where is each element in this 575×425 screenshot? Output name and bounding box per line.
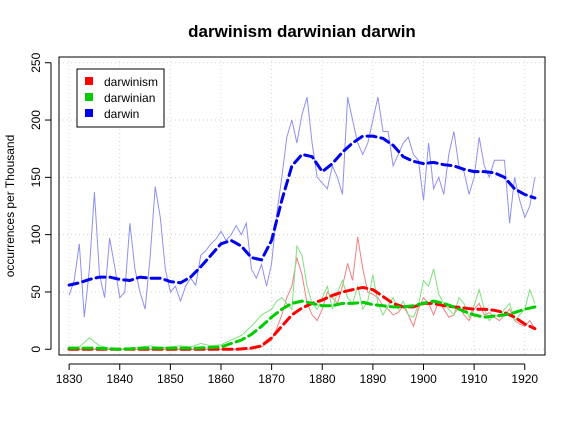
grid — [59, 57, 545, 355]
x-tick-label-9: 1920 — [511, 372, 538, 386]
x-tick-label-8: 1910 — [461, 372, 488, 386]
x-tick-label-4: 1870 — [258, 372, 285, 386]
legend-label-darwin: darwin — [104, 107, 139, 121]
series-raw-line-darwinian — [68, 244, 536, 350]
x-tick-label-7: 1900 — [410, 372, 437, 386]
y-tick-label-3: 150 — [29, 167, 43, 187]
legend-label-darwinism: darwinism — [104, 75, 158, 89]
series-smooth-line-darwin — [67, 134, 537, 287]
x-tick-label-6: 1890 — [360, 372, 387, 386]
x-tick-label-0: 1830 — [56, 372, 83, 386]
y-axis: 0 50 100 150 200 250 — [29, 52, 52, 353]
y-tick-label-0: 0 — [29, 346, 43, 353]
y-tick-label-4: 200 — [29, 110, 43, 130]
legend-label-darwinian: darwinian — [104, 91, 155, 105]
series-raw-line-darwinism — [69, 236, 536, 350]
x-tick-label-3: 1860 — [208, 372, 235, 386]
x-tick-label-1: 1840 — [106, 372, 133, 386]
y-axis-label: occurrences per Thousand — [3, 135, 17, 278]
legend-swatch-darwinian — [85, 93, 93, 101]
x-tick-label-5: 1880 — [309, 372, 336, 386]
x-tick-label-2: 1850 — [157, 372, 184, 386]
y-tick-label-2: 100 — [29, 224, 43, 244]
series-raw-line-darwin — [68, 96, 536, 318]
legend: darwinism darwinian darwin — [76, 68, 165, 128]
y-tick-label-5: 250 — [29, 52, 43, 72]
smooth-lines — [67, 134, 537, 351]
legend-swatch-darwinism — [85, 77, 93, 85]
legend-swatch-darwin — [85, 109, 93, 117]
x-axis: 1830 1840 1850 1860 1870 1880 1890 1900 1910 1920 — [56, 363, 538, 386]
y-tick-label-1: 50 — [29, 285, 43, 299]
series-smooth-line-darwinism — [67, 285, 537, 351]
series-smooth-line-darwinian — [67, 299, 537, 351]
plot-frame — [58, 56, 546, 356]
chart-title: darwinism darwinian darwin — [188, 22, 416, 41]
